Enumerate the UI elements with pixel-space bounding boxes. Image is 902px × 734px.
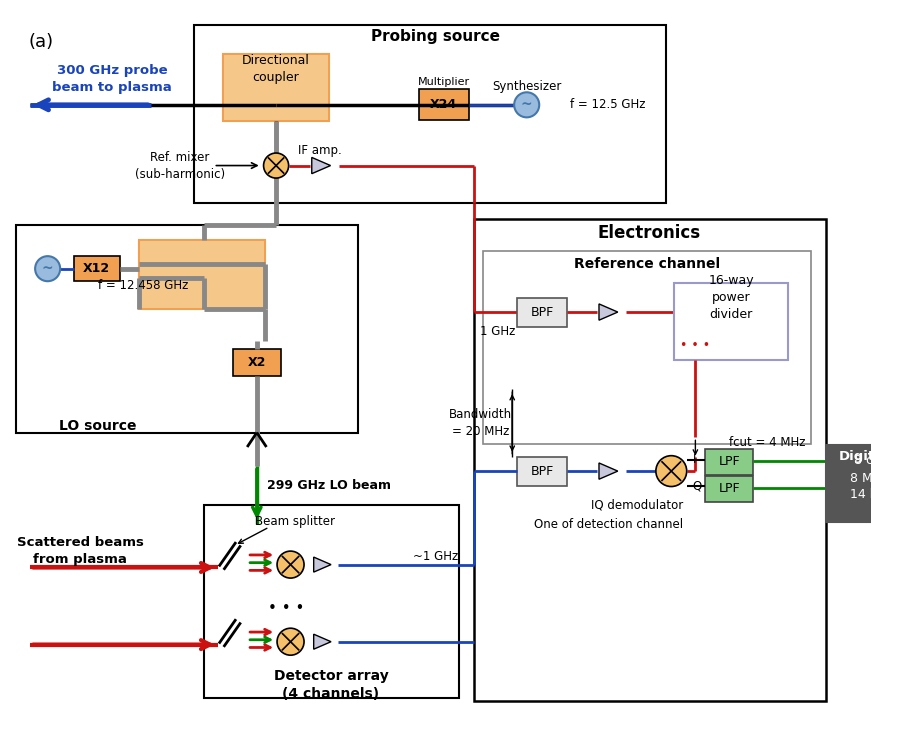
Text: IF amp.: IF amp. [298, 144, 341, 156]
Text: fcut = 4 MHz: fcut = 4 MHz [729, 436, 805, 448]
Circle shape [35, 256, 60, 281]
Bar [483, 251, 811, 444]
Bar [16, 225, 358, 432]
Text: ~: ~ [41, 262, 53, 276]
Text: f = 12.5 GHz: f = 12.5 GHz [570, 98, 646, 112]
Text: Synthesizer: Synthesizer [492, 80, 561, 93]
Bar [419, 90, 469, 120]
Bar [517, 297, 567, 327]
Bar [825, 445, 902, 522]
Text: X12: X12 [83, 262, 110, 275]
Polygon shape [599, 463, 618, 479]
Circle shape [263, 153, 289, 178]
Text: X2: X2 [248, 356, 266, 368]
Bar [194, 25, 667, 203]
Polygon shape [314, 557, 331, 572]
Circle shape [656, 456, 686, 487]
Polygon shape [599, 304, 618, 320]
Text: Probing source: Probing source [371, 29, 500, 44]
Bar [233, 349, 281, 376]
Text: Bandwidth
= 20 MHz: Bandwidth = 20 MHz [449, 408, 512, 438]
Text: ~: ~ [520, 98, 532, 112]
Bar [705, 476, 753, 502]
Bar [674, 283, 788, 360]
Text: One of detection channel: One of detection channel [534, 517, 683, 531]
Bar [517, 457, 567, 486]
Text: Directional
coupler: Directional coupler [242, 54, 310, 84]
Circle shape [514, 92, 539, 117]
Text: I: I [693, 453, 695, 466]
Text: BPF: BPF [530, 305, 554, 319]
Text: 16-way
power
divider: 16-way power divider [708, 274, 754, 321]
Text: f = 12.458 GHz: f = 12.458 GHz [97, 279, 189, 291]
Text: Q: Q [693, 479, 702, 492]
Bar [139, 240, 264, 309]
Text: Ref. mixer
(sub-harmonic): Ref. mixer (sub-harmonic) [134, 150, 225, 181]
Text: LO source: LO source [59, 419, 136, 433]
Text: 299 GHz LO beam: 299 GHz LO beam [267, 479, 391, 492]
Text: Digitizer: Digitizer [839, 450, 902, 463]
Text: BPF: BPF [530, 465, 554, 478]
Text: ~1 GHz: ~1 GHz [412, 550, 457, 564]
Text: 8 chs
8 MS/s
14 bits: 8 chs 8 MS/s 14 bits [850, 454, 892, 501]
Text: X24: X24 [430, 98, 457, 112]
Text: (a): (a) [28, 32, 53, 51]
Text: 1 GHz: 1 GHz [481, 325, 516, 338]
Text: 300 GHz probe
beam to plasma: 300 GHz probe beam to plasma [52, 64, 172, 94]
Bar [204, 505, 459, 697]
Bar [705, 449, 753, 475]
Bar [474, 219, 825, 700]
Text: Detector array
(4 channels): Detector array (4 channels) [273, 669, 389, 701]
Text: Reference channel: Reference channel [574, 257, 721, 271]
Text: Multiplier: Multiplier [418, 76, 470, 87]
Polygon shape [314, 634, 331, 649]
Polygon shape [312, 157, 330, 174]
Circle shape [277, 628, 304, 655]
Text: LPF: LPF [718, 455, 740, 468]
Bar [74, 256, 120, 281]
Bar [223, 54, 329, 121]
Text: Electronics: Electronics [597, 224, 701, 242]
Text: LPF: LPF [718, 482, 740, 495]
Text: Scattered beams
from plasma: Scattered beams from plasma [17, 536, 143, 566]
Text: • • •: • • • [680, 339, 711, 352]
Text: Beam splitter: Beam splitter [255, 515, 336, 528]
Circle shape [277, 551, 304, 578]
Text: IQ demodulator: IQ demodulator [592, 498, 684, 512]
Text: • • •: • • • [268, 601, 304, 617]
